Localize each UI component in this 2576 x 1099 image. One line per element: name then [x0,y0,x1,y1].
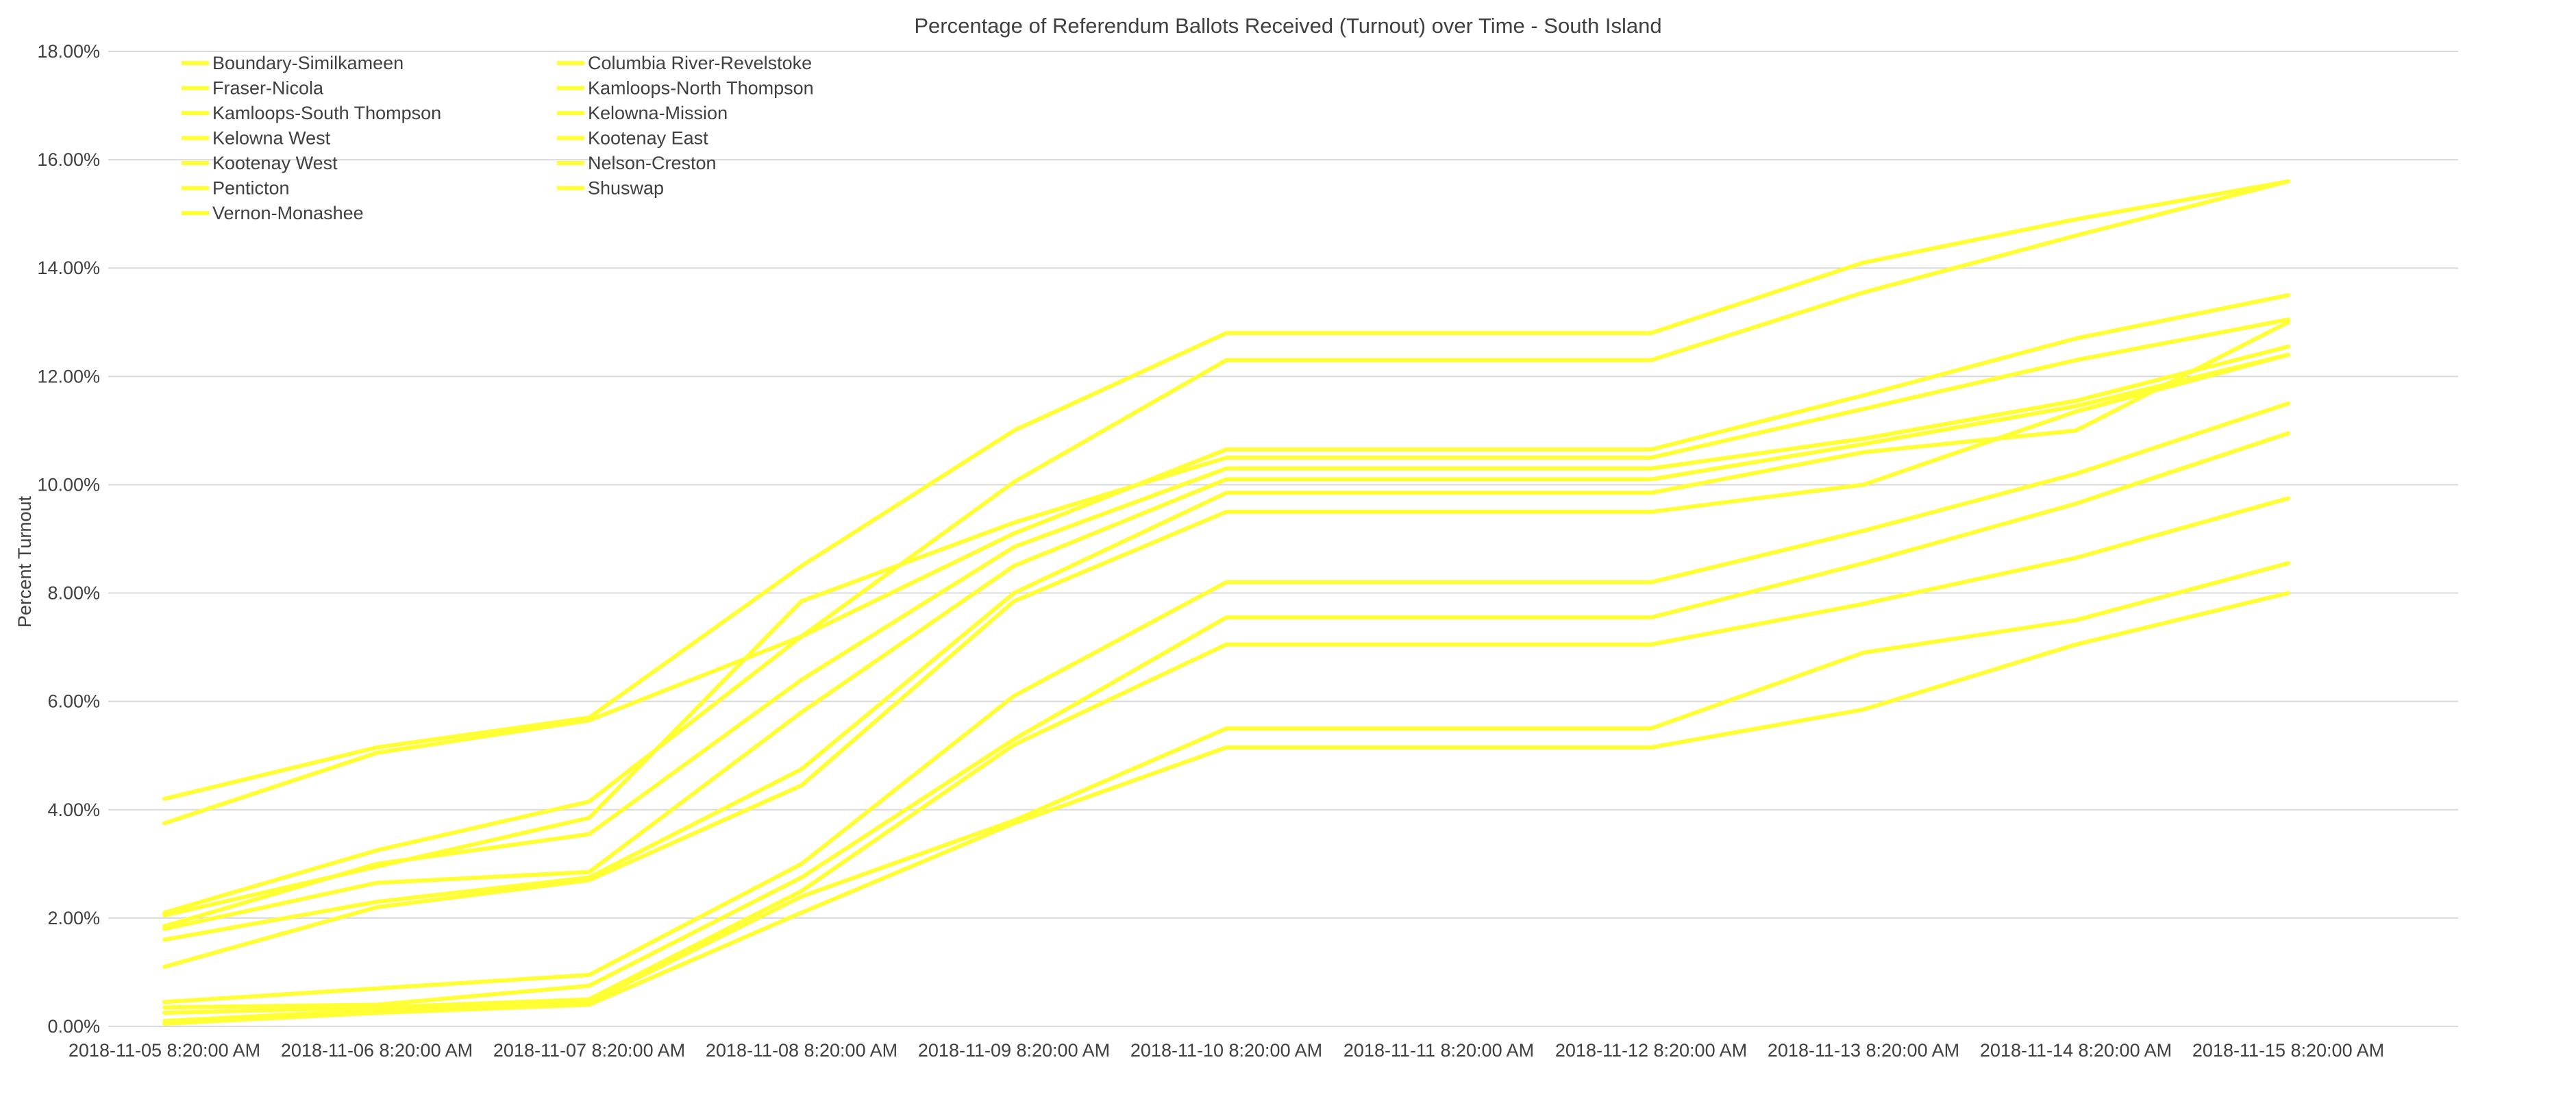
legend-label: Penticton [212,178,290,199]
series-line [162,401,2290,1004]
x-tick-label: 2018-11-05 8:20:00 AM [69,1040,260,1061]
legend-label: Fraser-Nicola [212,78,324,99]
legend-item: Boundary-Similkameen [182,53,404,73]
x-tick-label: 2018-11-12 8:20:00 AM [1555,1040,1747,1061]
x-tick-label: 2018-11-07 8:20:00 AM [493,1040,685,1061]
series-line [162,317,2290,917]
legend-item: Kamloops-North Thompson [557,78,814,99]
series-line [162,431,2290,1010]
legend-item: Shuswap [557,178,664,199]
gridlines [108,51,2458,1027]
series-line [162,179,2290,826]
x-tick-label: 2018-11-10 8:20:00 AM [1130,1040,1322,1061]
y-tick-label: 6.00% [47,691,100,712]
legend: Boundary-Similkameen Columbia River-Revel… [182,53,814,223]
y-tick-label: 16.00% [37,149,100,170]
y-tick-label: 8.00% [47,583,100,604]
legend-item: Fraser-Nicola [182,78,324,99]
y-tick-label: 10.00% [37,474,100,495]
legend-label: Kelowna West [212,128,331,149]
y-tick-label: 4.00% [47,800,100,820]
legend-item: Kelowna West [182,128,331,149]
series-line [162,496,2290,1015]
series-line [162,352,2290,931]
legend-label: Boundary-Similkameen [212,53,404,73]
x-tick-label: 2018-11-08 8:20:00 AM [706,1040,897,1061]
y-tick-label: 18.00% [37,41,100,62]
y-tick-label: 0.00% [47,1016,100,1037]
legend-item: Vernon-Monashee [182,203,364,223]
legend-item: Kelowna-Mission [557,103,728,123]
legend-label: Columbia River-Revelstoke [588,53,812,73]
legend-item: Kootenay East [557,128,708,149]
series-line [162,352,2290,970]
x-tick-label: 2018-11-09 8:20:00 AM [918,1040,1110,1061]
legend-item: Kootenay West [182,153,338,173]
y-tick-label: 12.00% [37,366,100,386]
x-tick-label: 2018-11-14 8:20:00 AM [1980,1040,2172,1061]
legend-item: Nelson-Creston [557,153,717,173]
series-line [162,179,2290,801]
legend-label: Kamloops-South Thompson [212,103,441,123]
legend-item: Kamloops-South Thompson [182,103,441,123]
x-tick-label: 2018-11-11 8:20:00 AM [1343,1040,1534,1061]
legend-item: Penticton [182,178,290,199]
series-line [162,320,2290,942]
legend-label: Shuswap [588,178,664,199]
series-line [162,591,2290,1026]
y-tick-label: 14.00% [37,258,100,278]
series-line [162,344,2290,928]
legend-label: Kootenay East [588,128,708,149]
x-tick-label: 2018-11-06 8:20:00 AM [281,1040,473,1061]
legend-label: Kootenay West [212,153,338,173]
series-line [162,293,2290,915]
legend-label: Kamloops-North Thompson [588,78,814,99]
chart-title: Percentage of Referendum Ballots Receive… [914,14,1661,38]
y-axis-ticks: 0.00% 2.00% 4.00% 6.00% 8.00% 10.00% 12.00% 14.… [37,41,100,1037]
legend-label: Vernon-Monashee [212,203,364,223]
series-lines [162,179,2290,1026]
legend-label: Nelson-Creston [588,153,717,173]
y-tick-label: 2.00% [47,908,100,928]
series-line [162,561,2290,1024]
x-tick-label: 2018-11-13 8:20:00 AM [1768,1040,1959,1061]
x-tick-label: 2018-11-15 8:20:00 AM [2192,1040,2384,1061]
y-axis-title: Percent Turnout [14,495,35,628]
x-axis-ticks: 2018-11-05 8:20:00 AM 2018-11-06 8:20:00 … [69,1040,2384,1061]
legend-label: Kelowna-Mission [588,103,728,123]
legend-item: Columbia River-Revelstoke [557,53,812,73]
